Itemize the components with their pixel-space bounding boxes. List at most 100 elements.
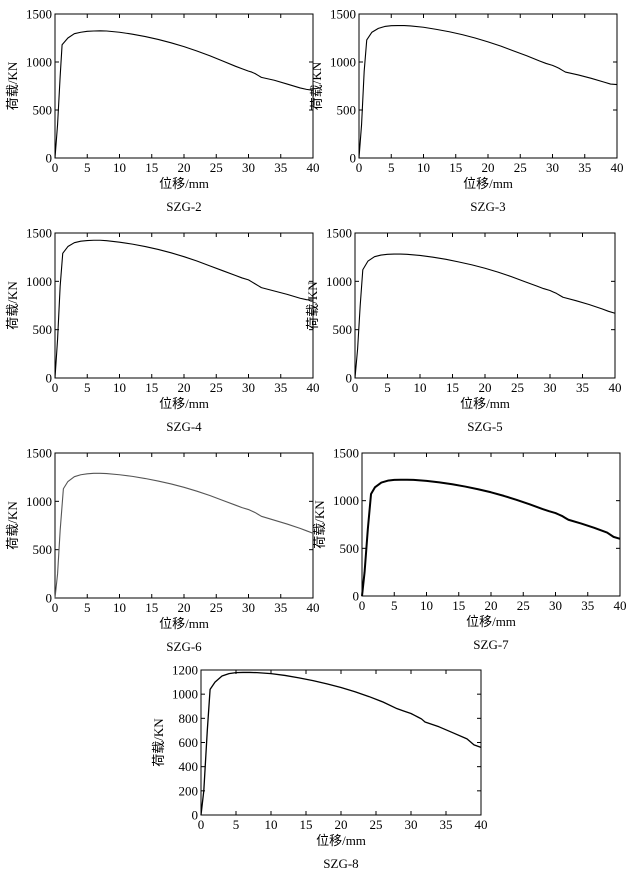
x-axis-label: 位移/mm: [159, 616, 209, 631]
x-tick-label: 25: [517, 598, 530, 613]
x-tick-label: 5: [84, 160, 91, 175]
x-tick-label: 30: [546, 160, 559, 175]
x-tick-label: 35: [578, 160, 591, 175]
chart-panel-3: 0 5 10 15 20 25 30 35 40 0 500 1000 1500 位移/mm 荷载/KN SZ…: [5, 226, 320, 435]
plot-frame: [54, 452, 314, 599]
panel-caption: SZG-4: [166, 419, 202, 434]
x-tick-label: 20: [178, 160, 191, 175]
y-tick-label: 1200: [172, 663, 198, 678]
x-tick-label: 10: [113, 160, 126, 175]
x-tick-label: 15: [452, 598, 465, 613]
plot-frame: [54, 13, 314, 159]
x-tick-label: 25: [210, 600, 223, 615]
x-tick-label: 5: [388, 160, 395, 175]
x-tick-label: 20: [479, 380, 492, 395]
y-tick-label: 800: [179, 711, 199, 726]
x-tick-label: 20: [178, 380, 191, 395]
x-tick-label: 25: [511, 380, 524, 395]
x-tick-label: 20: [178, 600, 191, 615]
x-tick-label: 15: [446, 380, 459, 395]
y-tick-label: 1000: [333, 493, 359, 508]
x-tick-label: 30: [242, 380, 255, 395]
x-tick-label: 35: [440, 817, 453, 832]
chart-panel-5: 0 5 10 15 20 25 30 35 40 0 500 1000 1500 位移/mm 荷载/KN SZ…: [5, 446, 320, 655]
y-axis-label: 荷载/KN: [5, 281, 20, 330]
y-tick-label: 500: [340, 541, 360, 556]
plot-frame: [358, 13, 618, 159]
x-tick-label: 0: [359, 598, 366, 613]
y-tick-label: 0: [353, 589, 360, 604]
x-tick-label: 40: [475, 817, 488, 832]
y-tick-label: 1000: [326, 274, 352, 289]
x-axis-label: 位移/mm: [460, 396, 510, 411]
y-tick-label: 400: [179, 759, 199, 774]
y-tick-label: 1000: [26, 55, 52, 70]
panel-caption: SZG-3: [470, 199, 505, 214]
load-displacement-curve-7: [200, 671, 482, 816]
x-tick-label: 20: [335, 817, 348, 832]
chart-panel-1: 0 5 10 15 20 25 30 35 40 0 500 1000 1500 位移/mm 荷载/KN SZ…: [5, 7, 320, 215]
plot-frame: [354, 232, 616, 379]
y-tick-label: 1000: [26, 274, 52, 289]
load-displacement-curve-3: [54, 239, 314, 379]
load-displacement-curve-6: [361, 478, 621, 597]
x-tick-label: 10: [265, 817, 278, 832]
x-tick-label: 30: [544, 380, 557, 395]
x-tick-label: 15: [145, 380, 158, 395]
y-tick-label: 0: [46, 591, 53, 606]
x-tick-label: 20: [485, 598, 498, 613]
y-tick-label: 1000: [172, 687, 198, 702]
x-tick-label: 40: [611, 160, 624, 175]
x-tick-label: 5: [84, 380, 91, 395]
x-tick-label: 35: [274, 600, 287, 615]
x-tick-label: 10: [113, 380, 126, 395]
y-tick-label: 500: [337, 103, 357, 118]
chart-panel-6: 0 5 10 15 20 25 30 35 40 0 500 1000 1500 位移/mm 荷载/KN SZ…: [312, 446, 627, 653]
y-tick-label: 200: [179, 783, 199, 798]
panel-caption: SZG-8: [323, 856, 358, 871]
y-tick-label: 500: [33, 103, 53, 118]
x-tick-label: 30: [405, 817, 418, 832]
y-tick-label: 600: [179, 735, 199, 750]
panel-caption: SZG-6: [166, 639, 202, 654]
panel-caption: SZG-2: [166, 199, 201, 214]
load-displacement-curve-4: [354, 253, 616, 379]
y-tick-label: 1500: [326, 226, 352, 241]
x-tick-label: 10: [420, 598, 433, 613]
x-tick-label: 0: [352, 380, 359, 395]
x-tick-label: 0: [198, 817, 205, 832]
x-tick-label: 35: [274, 380, 287, 395]
y-tick-label: 1500: [333, 446, 359, 461]
panel-caption: SZG-5: [467, 419, 502, 434]
y-tick-label: 0: [350, 151, 357, 166]
y-axis-label: 荷载/KN: [305, 281, 320, 330]
y-tick-label: 1500: [330, 7, 356, 22]
y-axis-label: 荷载/KN: [5, 501, 20, 550]
x-tick-label: 15: [145, 160, 158, 175]
y-tick-label: 0: [346, 371, 353, 386]
panel-caption: SZG-7: [473, 637, 509, 652]
x-tick-label: 25: [370, 817, 383, 832]
x-tick-label: 5: [84, 600, 91, 615]
x-tick-label: 0: [52, 380, 59, 395]
x-tick-label: 25: [210, 160, 223, 175]
x-tick-label: 15: [300, 817, 313, 832]
x-tick-label: 25: [514, 160, 527, 175]
plot-frame: [54, 232, 314, 379]
y-tick-label: 0: [46, 371, 53, 386]
x-axis-label: 位移/mm: [316, 833, 366, 848]
y-axis-label: 荷载/KN: [312, 500, 327, 549]
y-tick-label: 0: [192, 808, 199, 823]
x-axis-label: 位移/mm: [466, 614, 516, 629]
x-tick-label: 0: [52, 160, 59, 175]
x-axis-label: 位移/mm: [159, 396, 209, 411]
x-tick-label: 40: [307, 160, 320, 175]
x-tick-label: 10: [113, 600, 126, 615]
x-tick-label: 20: [482, 160, 495, 175]
y-tick-label: 1500: [26, 7, 52, 22]
x-axis-label: 位移/mm: [463, 176, 513, 191]
x-tick-label: 40: [609, 380, 622, 395]
chart-panel-2: 0 5 10 15 20 25 30 35 40 0 500 1000 1500 位移/mm 荷载/KN SZ…: [309, 7, 624, 215]
x-tick-label: 30: [242, 160, 255, 175]
